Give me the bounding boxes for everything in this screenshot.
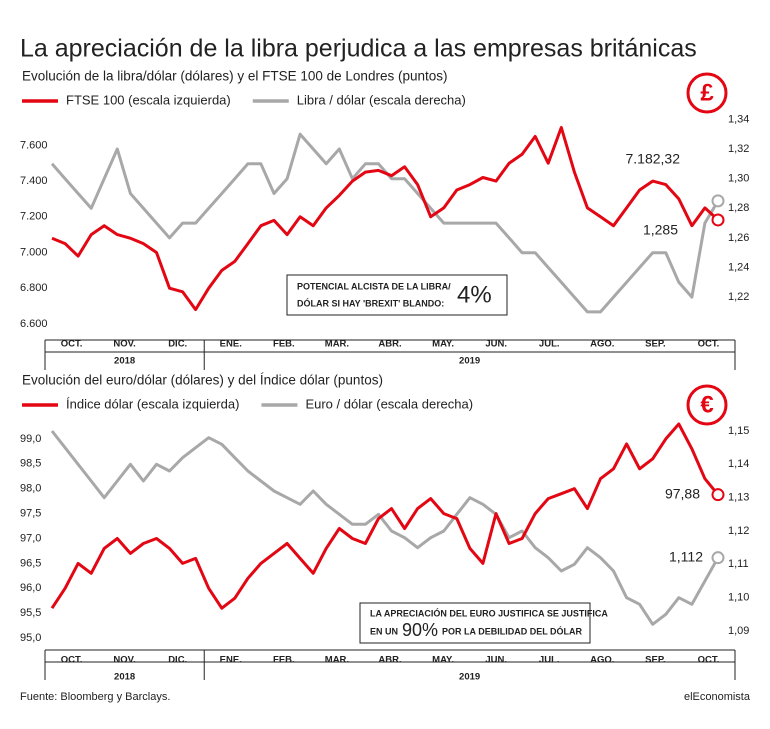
annotation-text: POTENCIAL ALCISTA DE LA LIBRA/ — [297, 281, 451, 291]
y2-tick-label: 1,11 — [728, 558, 749, 570]
icon-ring — [686, 72, 728, 114]
source: Fuente: Bloomberg y Barclays. — [20, 691, 170, 703]
annotation-text: POR LA DEBILIDAD DEL DÓLAR — [442, 625, 583, 636]
x-tick-label: NOV. — [113, 655, 135, 666]
y2-tick-label: 1,24 — [728, 261, 749, 273]
y2-tick-label: 1,34 — [728, 113, 749, 125]
x-tick-label: ENE. — [220, 655, 242, 666]
y-tick-label: 95,5 — [20, 607, 41, 619]
end-label: 1,112 — [669, 548, 703, 564]
x-tick-label: ABR. — [378, 655, 401, 666]
x-tick-label: MAR. — [325, 339, 349, 350]
y2-tick-label: 1,28 — [728, 202, 749, 214]
end-marker — [711, 213, 725, 227]
y-tick-label: 7.600 — [20, 139, 48, 151]
x-tick-label: MAY. — [432, 655, 454, 666]
y2-tick-label: 1,14 — [728, 458, 749, 470]
x-tick-label: ABR. — [378, 339, 401, 350]
subtitle: Evolución de la libra/dólar (dólares) y … — [22, 69, 447, 84]
year-label: 2018 — [114, 356, 135, 367]
legend-label: FTSE 100 (escala izquierda) — [66, 92, 231, 107]
y-tick-label: 98,0 — [20, 483, 41, 495]
x-tick-label: OCT. — [61, 339, 83, 350]
series-line — [50, 422, 720, 610]
end-marker — [711, 488, 725, 502]
x-tick-label: AGO. — [590, 655, 614, 666]
y-tick-label: 7.400 — [20, 175, 48, 187]
x-tick-label: OCT. — [61, 655, 83, 666]
y2-tick-label: 1,32 — [728, 143, 749, 155]
x-tick-label: MAR. — [325, 655, 349, 666]
x-tick-label: OCT. — [698, 655, 720, 666]
y2-tick-label: 1,15 — [728, 425, 749, 437]
x-tick-label: JUL. — [539, 339, 560, 350]
year-label: 2018 — [114, 672, 135, 683]
y-tick-label: 95,0 — [20, 632, 41, 644]
x-tick-label: JUL. — [539, 655, 560, 666]
brand: elEconomista — [684, 691, 751, 703]
series-line — [50, 430, 720, 626]
x-tick-label: MAY. — [432, 339, 454, 350]
y2-tick-label: 1,26 — [728, 232, 749, 244]
x-tick-label: ENE. — [220, 339, 242, 350]
x-tick-label: SEP. — [645, 339, 665, 350]
year-label: 2019 — [459, 356, 480, 367]
legend-label: Libra / dólar (escala derecha) — [297, 92, 466, 107]
end-marker — [711, 551, 725, 565]
y-tick-label: 6.600 — [20, 318, 48, 330]
end-label: 1,285 — [643, 222, 678, 238]
x-tick-label: DIC. — [168, 655, 187, 666]
x-tick-label: SEP. — [645, 655, 665, 666]
subtitle: Evolución del euro/dólar (dólares) y del… — [22, 373, 383, 388]
y-tick-label: 96,5 — [20, 557, 41, 569]
y2-tick-label: 1,12 — [728, 525, 749, 537]
x-tick-label: DIC. — [168, 339, 187, 350]
y-tick-label: 98,5 — [20, 458, 41, 470]
annotation-highlight: 90% — [402, 620, 438, 640]
y-tick-label: 97,0 — [20, 532, 41, 544]
annotation-text: DÓLAR SI HAY 'BREXIT' BLANDO: — [297, 297, 444, 308]
end-marker — [711, 194, 725, 208]
x-tick-label: NOV. — [113, 339, 135, 350]
y2-tick-label: 1,30 — [728, 173, 749, 185]
y2-tick-label: 1,10 — [728, 592, 749, 604]
end-label: 7.182,32 — [626, 151, 681, 167]
legend-label: Índice dólar (escala izquierda) — [66, 396, 239, 411]
year-label: 2019 — [459, 672, 480, 683]
y-tick-label: 99,0 — [20, 433, 41, 445]
icon: € — [700, 391, 713, 418]
annotation-box — [359, 602, 591, 644]
y-tick-label: 7.200 — [20, 211, 48, 223]
x-tick-label: JUN. — [485, 339, 507, 350]
y-tick-label: 96,0 — [20, 582, 41, 594]
series-line — [50, 132, 720, 314]
series-line — [51, 126, 720, 312]
y-tick-label: 7.000 — [20, 246, 48, 258]
y-tick-label: 97,5 — [20, 507, 41, 519]
y2-tick-label: 1,22 — [728, 291, 749, 303]
x-tick-label: AGO. — [590, 339, 614, 350]
y2-tick-label: 1,13 — [728, 492, 749, 504]
annotation-text: LA APRECIACIÓN DEL EURO JUSTIFICA SE JUS… — [370, 607, 608, 618]
x-tick-label: OCT. — [698, 339, 720, 350]
x-tick-label: FEB. — [273, 339, 295, 350]
end-label: 97,88 — [665, 485, 700, 501]
x-tick-label: FEB. — [273, 655, 295, 666]
icon: £ — [700, 79, 714, 106]
icon-ring — [686, 384, 728, 426]
legend-label: Euro / dólar (escala derecha) — [305, 396, 473, 411]
annotation-highlight: 4% — [457, 281, 492, 308]
x-tick-label: JUN. — [485, 655, 507, 666]
y-tick-label: 6.800 — [20, 282, 48, 294]
annotation-box — [286, 274, 508, 316]
title: La apreciación de la libra perjudica a l… — [20, 35, 697, 63]
annotation-text: EN UN — [370, 626, 398, 636]
y2-tick-label: 1,09 — [728, 625, 749, 637]
